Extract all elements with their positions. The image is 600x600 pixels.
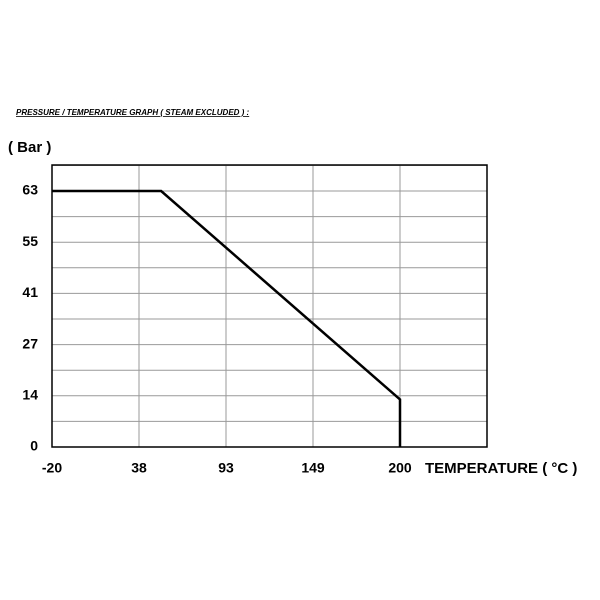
x-tick-label: 200	[388, 460, 412, 476]
x-tick-label: 93	[218, 460, 234, 476]
y-tick-label: 41	[22, 284, 38, 300]
x-axis-label: TEMPERATURE ( °C )	[425, 460, 577, 477]
x-tick-label: 38	[131, 460, 147, 476]
plot-frame	[51, 164, 488, 448]
y-axis-label: ( Bar )	[8, 139, 51, 156]
y-tick-label: 27	[22, 335, 38, 351]
x-tick-label: -20	[42, 460, 62, 476]
y-tick-label: 0	[30, 438, 38, 454]
y-tick-label: 14	[22, 387, 38, 403]
y-tick-label: 63	[22, 182, 38, 198]
series-line	[52, 189, 402, 447]
chart-title: PRESSURE / TEMPERATURE GRAPH ( STEAM EXC…	[16, 108, 250, 117]
y-tick-label: 55	[22, 233, 38, 249]
x-tick-label: 149	[301, 460, 325, 476]
